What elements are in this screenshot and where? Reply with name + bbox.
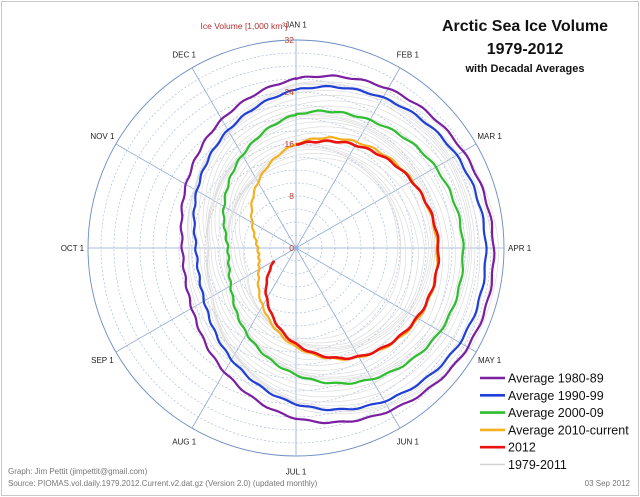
history-line	[207, 112, 463, 383]
history-line	[234, 152, 402, 344]
series-line-average-1990-99	[192, 84, 488, 412]
month-label: AUG 1	[172, 438, 197, 447]
r-tick-label: 32	[285, 35, 295, 45]
legend-label: Average 1990-99	[508, 389, 604, 403]
history-line	[198, 94, 473, 403]
r-tick-label: 16	[285, 139, 295, 149]
month-label: JAN 1	[285, 20, 307, 29]
series-layer	[179, 74, 496, 425]
month-spoke	[191, 247, 297, 429]
chart-title-years: 1979-2012	[487, 41, 564, 58]
footer-date: 03 Sep 2012	[585, 479, 631, 488]
footer-source: Source: PIOMAS.vol.daily.1979.2012.Curre…	[8, 479, 318, 488]
r-tick-label: 0	[289, 243, 294, 253]
month-spoke	[115, 247, 297, 353]
history-line	[206, 110, 467, 387]
month-label: MAY 1	[478, 356, 502, 365]
month-label: MAR 1	[477, 132, 502, 141]
history-line	[211, 117, 444, 378]
history-line	[218, 126, 436, 371]
series-line-average-2000-09	[221, 109, 465, 385]
month-label: DEC 1	[172, 50, 196, 59]
history-line	[202, 100, 471, 398]
history-line	[214, 121, 439, 375]
legend: Average 1980-89 Average 1990-99 Average 20…	[480, 372, 629, 472]
legend-label: 1979-2011	[508, 458, 567, 472]
month-labels: JAN 1 FEB 1 MAR 1 APR 1 MAY 1 JUN 1 JUL 1 AUG 1…	[61, 20, 532, 476]
legend-label: Average 1980-89	[508, 372, 604, 386]
month-label: APR 1	[508, 244, 532, 253]
r-tick-label: 8	[289, 191, 294, 201]
month-label: JUL 1	[286, 468, 307, 477]
grid-layer	[87, 39, 505, 457]
r-tick-label: 24	[285, 87, 295, 97]
month-spoke	[191, 67, 297, 249]
history-line	[205, 105, 469, 392]
legend-label: Average 2000-09	[508, 406, 604, 420]
footer-credit: Graph: Jim Pettit (jimpettit@gmail.com)	[8, 467, 148, 476]
chart-title: Arctic Sea Ice Volume	[442, 18, 608, 35]
series-line-average-1980-89	[179, 74, 496, 425]
chart-subtitle: with Decadal Averages	[464, 63, 584, 75]
history-line	[231, 149, 407, 347]
month-label: NOV 1	[90, 132, 115, 141]
month-label: OCT 1	[61, 244, 85, 253]
axis-title: Ice Volume [1,000 km³]	[201, 21, 288, 31]
legend-label: Average 2010-current	[508, 423, 629, 437]
history-line	[226, 141, 430, 356]
history-line	[194, 90, 476, 407]
month-label: SEP 1	[91, 356, 114, 365]
month-label: FEB 1	[397, 50, 420, 59]
month-label: JUN 1	[397, 438, 420, 447]
month-spoke	[295, 247, 477, 353]
legend-label: 2012	[508, 441, 536, 455]
tick-layer: 0 8 16 24 32	[285, 35, 295, 253]
series-line-2012	[264, 139, 441, 361]
history-line	[238, 157, 399, 340]
history-line	[190, 86, 481, 409]
